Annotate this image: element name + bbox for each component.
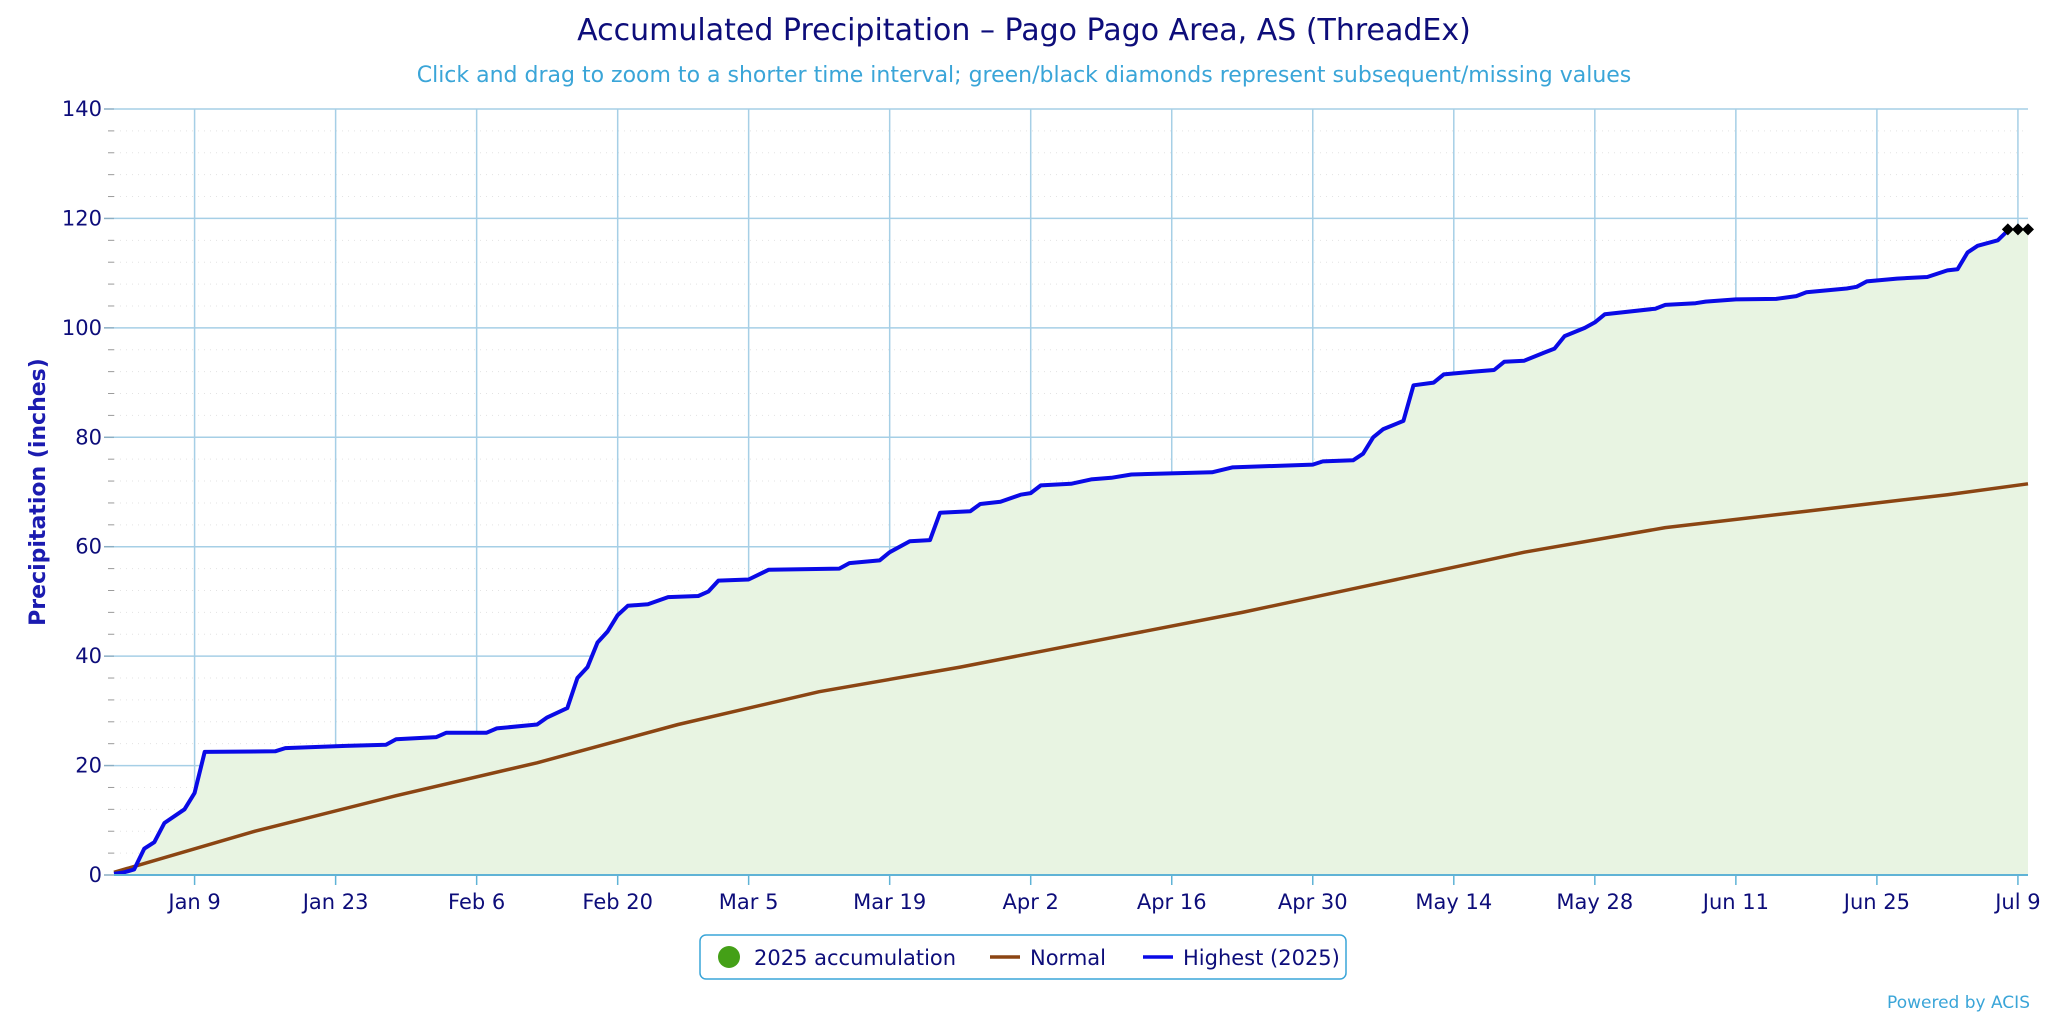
x-tick-label: Jan 23 bbox=[301, 890, 369, 914]
legend-label: 2025 accumulation bbox=[754, 946, 956, 970]
x-tick-label: Apr 16 bbox=[1137, 890, 1207, 914]
missing-value-diamond bbox=[2022, 223, 2034, 236]
missing-value-diamond bbox=[2001, 223, 2014, 236]
missing-value-diamond bbox=[2011, 223, 2024, 236]
legend-item[interactable]: 2025 accumulation bbox=[718, 946, 956, 970]
x-tick-label: Apr 2 bbox=[1003, 890, 1059, 914]
legend-box bbox=[699, 934, 1347, 980]
x-tick-label: Jun 25 bbox=[1842, 890, 1910, 914]
y-tick-label: 140 bbox=[62, 97, 102, 121]
y-axis-title: Precipitation (inches) bbox=[26, 358, 51, 626]
y-axis-ticks: 0 20 40 60 80 100 120 140 bbox=[62, 97, 114, 887]
x-tick-label: May 14 bbox=[1415, 890, 1492, 914]
y-tick-label: 80 bbox=[75, 425, 102, 449]
x-tick-label: Mar 5 bbox=[719, 890, 779, 914]
y-tick-label: 120 bbox=[62, 206, 102, 230]
legend-items[interactable]: 2025 accumulation Normal Highest (2025) bbox=[718, 946, 1340, 970]
x-tick-label: Feb 6 bbox=[448, 890, 505, 914]
x-tick-label: Jan 9 bbox=[166, 890, 220, 914]
legend[interactable]: 2025 accumulation Normal Highest (2025) bbox=[699, 934, 1347, 980]
legend-item[interactable]: Highest (2025) bbox=[1143, 946, 1340, 970]
x-tick-label: Jun 11 bbox=[1701, 890, 1769, 914]
credits[interactable]: Powered by ACIS bbox=[1887, 993, 2030, 1013]
x-axis-ticks: Jan 9 Jan 23 Feb 6 Feb 20 Mar 5 Mar 19 Apr 2 Ap… bbox=[166, 875, 2041, 914]
legend-item[interactable]: Normal bbox=[990, 946, 1106, 970]
y-tick-label: 60 bbox=[75, 535, 102, 559]
x-tick-label: Mar 19 bbox=[853, 890, 926, 914]
y-tick-label: 0 bbox=[89, 863, 102, 887]
chart-title: Accumulated Precipitation – Pago Pago Ar… bbox=[577, 13, 1471, 48]
accumulation-area bbox=[114, 229, 2028, 875]
x-tick-label: May 28 bbox=[1556, 890, 1633, 914]
y-tick-label: 100 bbox=[62, 316, 102, 340]
x-tick-label: Apr 30 bbox=[1278, 890, 1348, 914]
x-tick-label: Feb 20 bbox=[582, 890, 653, 914]
marker-layer bbox=[2001, 223, 2034, 236]
normal-line bbox=[113, 482, 2029, 874]
highest-2025-line bbox=[113, 229, 2010, 876]
chart-subtitle: Click and drag to zoom to a shorter time… bbox=[417, 63, 1632, 88]
legend-label: Highest (2025) bbox=[1183, 946, 1340, 970]
legend-symbol-circle bbox=[718, 946, 740, 968]
series-layer bbox=[113, 229, 2029, 876]
y-tick-label: 20 bbox=[75, 754, 102, 778]
x-tick-label: Jul 9 bbox=[1993, 890, 2040, 914]
y-tick-label: 40 bbox=[75, 644, 102, 668]
legend-label: Normal bbox=[1030, 946, 1106, 970]
